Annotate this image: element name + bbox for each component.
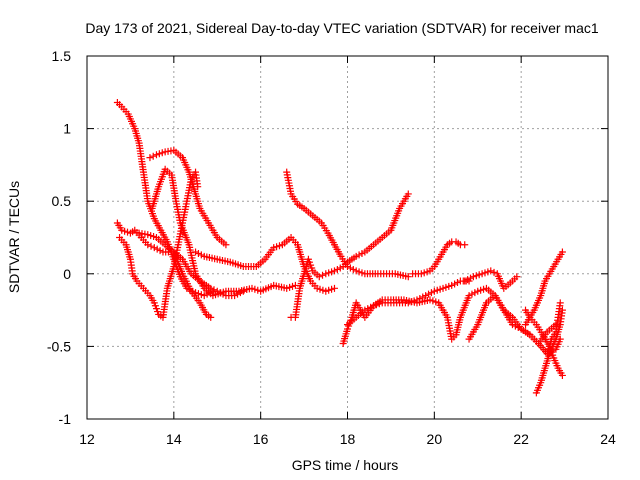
data-point-marker xyxy=(207,284,215,292)
data-point-marker xyxy=(490,268,498,276)
series-track-11 xyxy=(344,277,473,329)
data-point-marker xyxy=(487,267,495,275)
x-tick-label: 18 xyxy=(340,431,356,447)
y-tick-label: 1 xyxy=(63,121,71,137)
series-track-12 xyxy=(409,238,469,278)
y-axis-label: SDTVAR / TECUs xyxy=(6,181,22,293)
y-tick-label: 0 xyxy=(63,266,71,282)
y-tick-label: -1 xyxy=(59,411,72,427)
data-point-marker xyxy=(147,242,155,250)
data-point-marker xyxy=(239,287,247,295)
data-point-marker xyxy=(207,313,215,321)
data-point-marker xyxy=(404,273,412,281)
axis-ticks: 12 14 16 18 20 22 24 -1 -0.5 0 0.5 1 1.5 xyxy=(47,48,616,447)
x-tick-label: 20 xyxy=(427,431,443,447)
x-tick-label: 16 xyxy=(253,431,269,447)
data-point-marker xyxy=(146,154,154,162)
data-point-marker xyxy=(556,299,564,307)
x-tick-label: 14 xyxy=(166,431,182,447)
data-point-marker xyxy=(319,271,327,279)
series-track-14 xyxy=(461,267,521,292)
series-track-1 xyxy=(113,98,217,300)
data-point-marker xyxy=(330,284,338,292)
data-series xyxy=(113,98,566,397)
series-track-9 xyxy=(287,190,412,321)
data-point-marker xyxy=(315,273,323,281)
y-tick-label: 1.5 xyxy=(52,48,72,64)
data-point-marker xyxy=(461,241,469,249)
data-point-marker xyxy=(149,152,157,160)
y-tick-label: -0.5 xyxy=(47,338,71,354)
data-point-marker xyxy=(144,241,152,249)
data-point-marker xyxy=(222,241,230,249)
data-point-marker xyxy=(513,273,521,281)
data-point-marker xyxy=(194,183,202,191)
y-tick-label: 0.5 xyxy=(52,193,72,209)
data-point-marker xyxy=(558,248,566,256)
data-point-marker xyxy=(558,371,566,379)
series-track-3 xyxy=(148,165,299,300)
data-point-marker xyxy=(558,306,566,314)
series-track-7 xyxy=(192,234,338,295)
x-axis-label: GPS time / hours xyxy=(292,457,399,473)
x-tick-label: 24 xyxy=(600,431,616,447)
x-tick-label: 22 xyxy=(513,431,529,447)
series-track-18 xyxy=(543,299,564,358)
chart-title: Day 173 of 2021, Sidereal Day-to-day VTE… xyxy=(85,20,598,36)
data-point-marker xyxy=(210,286,218,294)
x-tick-label: 12 xyxy=(79,431,95,447)
plot-frame xyxy=(86,55,609,420)
data-point-marker xyxy=(404,190,412,198)
series-track-6 xyxy=(135,229,215,321)
